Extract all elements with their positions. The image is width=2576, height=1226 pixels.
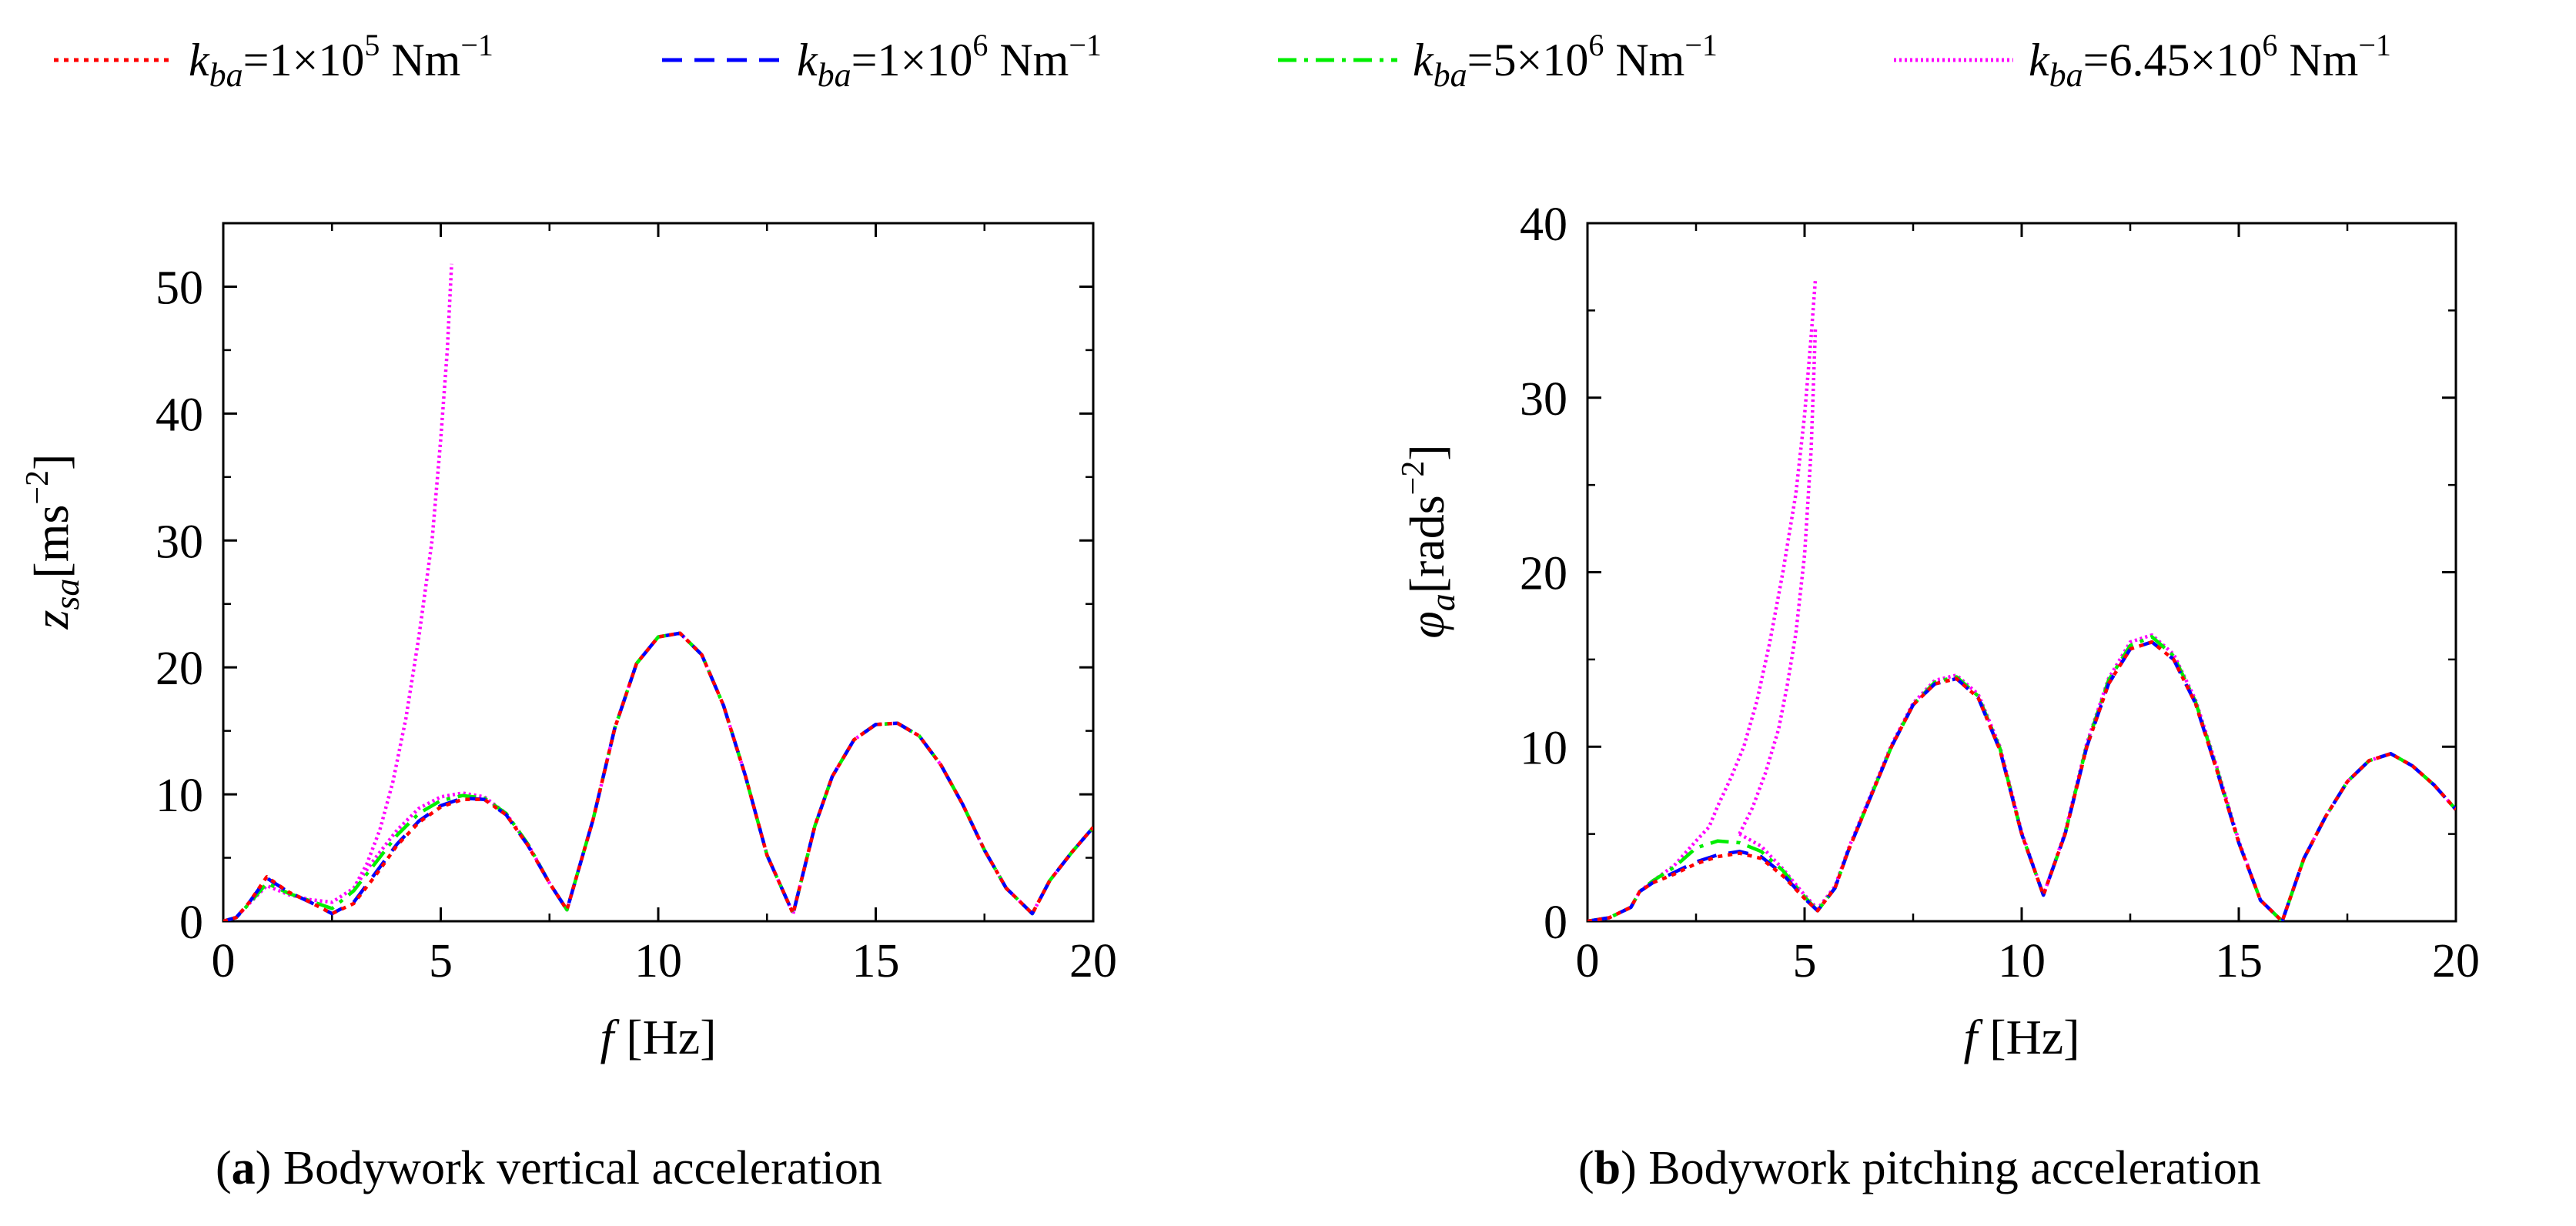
series-line bbox=[1587, 279, 1818, 921]
x-tick-label: 0 bbox=[1576, 935, 1600, 987]
x-tick-label: 5 bbox=[1793, 935, 1817, 987]
series-line bbox=[352, 631, 1093, 916]
series-line bbox=[1738, 633, 2456, 921]
y-axis-label: zsa[ms−2] bbox=[20, 454, 86, 630]
y-tick-label: 0 bbox=[179, 897, 203, 949]
legend-label: kba=6.45×106 Nm−1 bbox=[2029, 28, 2391, 94]
x-tick-label: 10 bbox=[634, 935, 682, 987]
series-line bbox=[1587, 635, 2456, 921]
legend-label: kba=1×105 Nm−1 bbox=[189, 28, 493, 94]
y-tick-label: 40 bbox=[1520, 199, 1567, 251]
plot-frame bbox=[222, 222, 1095, 923]
legend-item: kba=1×106 Nm−1 bbox=[662, 28, 1102, 94]
legend-label: kba=5×106 Nm−1 bbox=[1413, 28, 1718, 94]
series-group bbox=[1587, 279, 2456, 921]
y-tick-label: 30 bbox=[156, 516, 203, 568]
y-tick-label: 50 bbox=[156, 262, 203, 314]
series-line bbox=[1587, 640, 2456, 921]
series-group bbox=[223, 263, 1093, 921]
x-tick-label: 20 bbox=[1069, 935, 1117, 987]
series-line bbox=[223, 631, 1093, 921]
series-line bbox=[223, 631, 1093, 921]
x-axis-label: f [Hz] bbox=[1963, 1010, 2079, 1064]
x-tick-label: 10 bbox=[1998, 935, 2046, 987]
x-axis-label: f [Hz] bbox=[600, 1010, 716, 1064]
legend-item: kba=6.45×106 Nm−1 bbox=[1894, 28, 2391, 94]
x-tick-label: 15 bbox=[2215, 935, 2263, 987]
y-tick-label: 10 bbox=[1520, 722, 1567, 774]
series-line bbox=[1587, 640, 2456, 921]
y-tick-label: 20 bbox=[156, 643, 203, 695]
y-tick-label: 0 bbox=[1544, 897, 1567, 949]
legend-label: kba=1×106 Nm−1 bbox=[797, 28, 1102, 94]
panel-caption: (a) Bodywork vertical acceleration bbox=[216, 1142, 882, 1194]
x-tick-label: 15 bbox=[852, 935, 900, 987]
x-tick-label: 5 bbox=[429, 935, 453, 987]
x-tick-label: 20 bbox=[2432, 935, 2480, 987]
y-tick-label: 30 bbox=[1520, 373, 1567, 426]
legend-item: kba=5×106 Nm−1 bbox=[1278, 28, 1718, 94]
series-line bbox=[223, 631, 1093, 921]
x-tick-label: 0 bbox=[212, 935, 236, 987]
y-tick-label: 10 bbox=[156, 770, 203, 822]
series-line bbox=[1738, 328, 1818, 835]
panel-a-bodywork-vertical-acceleration: 0 5 10 15 20 0 10 20 30 40 50 f [Hz] zsa[ms−2] (a) Bo… bbox=[20, 222, 1117, 1194]
y-tick-label: 40 bbox=[156, 389, 203, 441]
legend-item: kba=1×105 Nm−1 bbox=[54, 28, 493, 94]
panel-b-bodywork-pitching-acceleration: 0 5 10 15 20 0 10 20 30 40 f [Hz] φa[rads−2] (b) Bod… bbox=[1396, 199, 2480, 1194]
panel-caption: (b) Bodywork pitching acceleration bbox=[1578, 1142, 2261, 1194]
y-axis-label: φa[rads−2] bbox=[1396, 444, 1462, 638]
legend: kba=1×105 Nm−1 kba=1×106 Nm−1 kba=5×106 Nm… bbox=[54, 28, 2391, 94]
y-tick-label: 20 bbox=[1520, 548, 1567, 600]
